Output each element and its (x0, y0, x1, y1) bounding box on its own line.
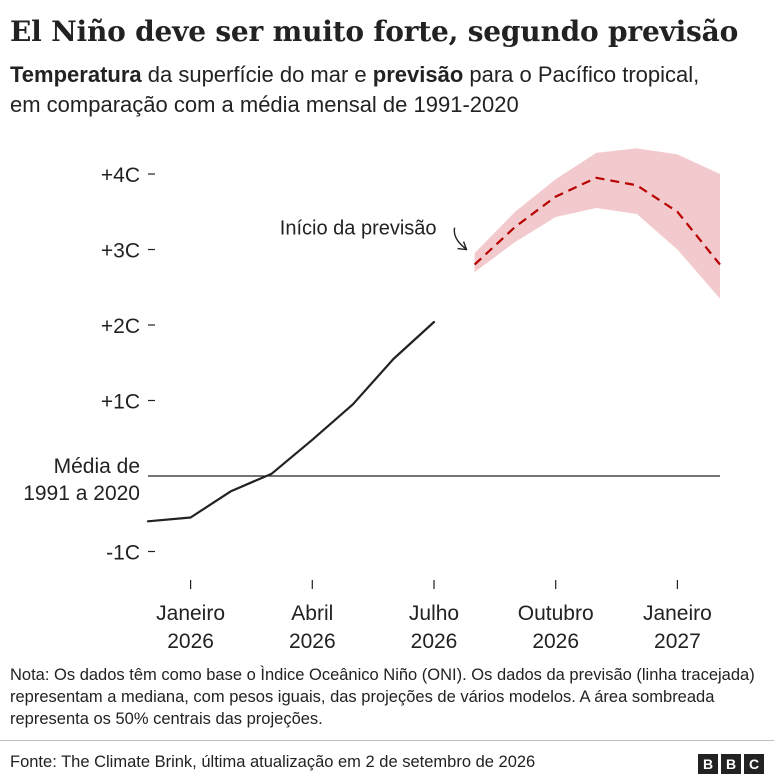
y-tick-label: +3C (101, 240, 140, 263)
footnote: Nota: Os dados têm como base o Ìndice Oc… (10, 666, 755, 728)
y-tick-label: +4C (101, 164, 140, 187)
chart-svg: +4C +3C +2C +1C -1C Média de 1991 a 2020 Janeir… (23, 148, 721, 653)
subtitle-forecast: previsão (372, 62, 464, 87)
x-tick-label: 2026 (167, 630, 214, 653)
subtitle-text-2: para o Pacífico tropical, em comparação … (10, 62, 700, 117)
source-text: Fonte: The Climate Brink, última atualiz… (10, 753, 536, 771)
axis-layer: +4C +3C +2C +1C -1C Média de 1991 a 2020 Janeir… (23, 164, 720, 653)
x-tick-label: Janeiro (643, 602, 712, 625)
x-tick-label: Abril (291, 602, 333, 625)
x-tick-label: 2026 (411, 630, 458, 653)
forecast-line (473, 176, 721, 266)
annotation-layer: Início da previsão (280, 218, 468, 251)
observed-line (146, 320, 436, 523)
chart-title: El Niño deve ser muito forte, segundo pr… (10, 15, 739, 48)
subtitle-temperature: Temperatura (10, 62, 142, 87)
y-tick-label: +1C (101, 391, 140, 414)
bbc-logo: B B C (698, 754, 764, 774)
x-tick-label: 2026 (532, 630, 579, 653)
y-tick-label: +2C (101, 315, 140, 338)
baseline-label: 1991 a 2020 (23, 482, 140, 505)
x-tick-label: Julho (409, 602, 459, 625)
series-layer (146, 176, 721, 523)
forecast-band-layer (474, 148, 720, 299)
x-tick-label: 2026 (289, 630, 336, 653)
baseline-label: Média de (54, 455, 140, 478)
footer-divider (0, 740, 774, 741)
x-tick-label: Outubro (518, 602, 594, 625)
x-tick-label: Janeiro (156, 602, 225, 625)
annotation-text: Início da previsão (280, 218, 437, 240)
x-tick-label: 2027 (654, 630, 701, 653)
forecast-band (474, 148, 720, 299)
annotation-arrow (453, 227, 466, 250)
logo-letter: B (721, 754, 741, 774)
y-tick-label: -1C (106, 542, 140, 565)
logo-letter: B (698, 754, 718, 774)
logo-letter: C (744, 754, 764, 774)
annotation-arrowhead (457, 241, 468, 251)
subtitle-text-1: da superfície do mar e (141, 62, 373, 87)
chart-subtitle: Temperatura da superfície do mar e previ… (10, 60, 730, 120)
